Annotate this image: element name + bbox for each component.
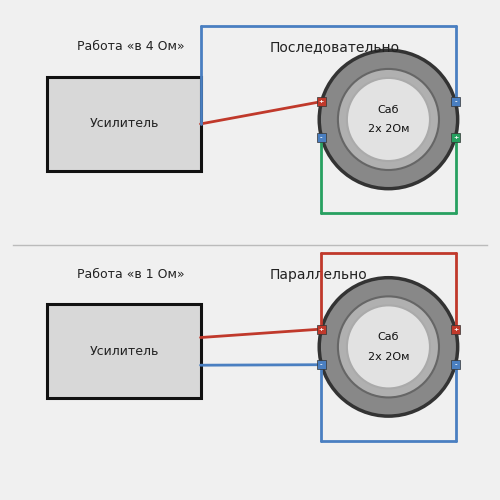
Text: Саб: Саб: [378, 332, 399, 342]
Bar: [451, 360, 460, 369]
Text: Саб: Саб: [378, 104, 399, 115]
Bar: [317, 324, 326, 334]
Bar: [317, 133, 326, 141]
Text: Работа «в 4 Ом»: Работа «в 4 Ом»: [77, 40, 184, 54]
Text: -: -: [454, 99, 457, 104]
Circle shape: [338, 296, 439, 398]
Text: 2х 2Ом: 2х 2Ом: [368, 352, 409, 362]
Bar: [451, 133, 460, 141]
Bar: [48, 77, 201, 171]
Circle shape: [319, 278, 458, 416]
Text: Последовательно: Последовательно: [270, 40, 400, 54]
Text: Усилитель: Усилитель: [89, 345, 158, 358]
Circle shape: [338, 69, 439, 170]
Bar: [451, 324, 460, 334]
Text: +: +: [453, 135, 458, 140]
Text: +: +: [453, 326, 458, 332]
Text: Усилитель: Усилитель: [89, 118, 158, 130]
Text: Параллельно: Параллельно: [270, 268, 368, 282]
Text: -: -: [320, 362, 322, 367]
Text: -: -: [454, 362, 457, 367]
Circle shape: [347, 306, 430, 388]
Text: Работа «в 1 Ом»: Работа «в 1 Ом»: [77, 268, 184, 281]
Bar: [317, 97, 326, 106]
Text: -: -: [320, 135, 322, 140]
Bar: [48, 304, 201, 398]
Circle shape: [347, 78, 430, 161]
Text: +: +: [318, 99, 324, 104]
Circle shape: [319, 50, 458, 188]
Text: +: +: [318, 326, 324, 332]
Text: 2х 2Ом: 2х 2Ом: [368, 124, 409, 134]
Bar: [317, 360, 326, 369]
Bar: [451, 97, 460, 106]
